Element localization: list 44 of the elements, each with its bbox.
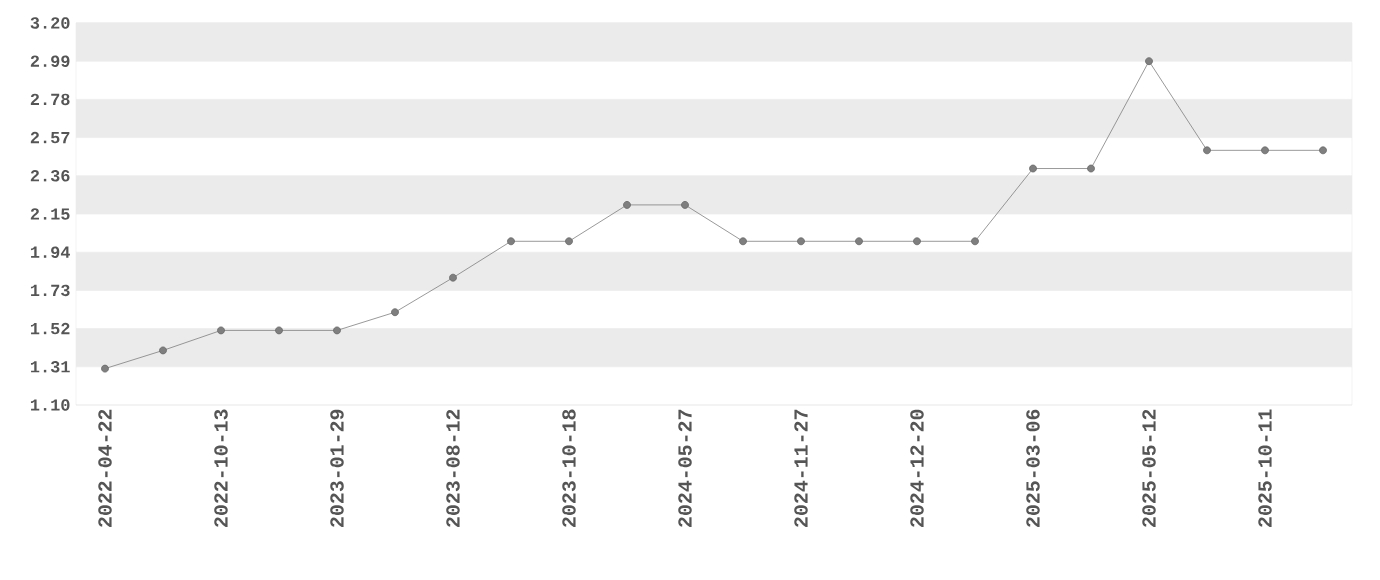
x-tick-label: 2024-12-20 xyxy=(910,409,924,527)
y-tick-label: 3.20 xyxy=(30,17,70,29)
point xyxy=(217,326,225,335)
point xyxy=(971,237,979,246)
y-tick-label: 2.57 xyxy=(30,131,70,144)
y-tick-label: 2.15 xyxy=(30,208,70,220)
point xyxy=(681,201,689,209)
point xyxy=(739,237,747,246)
x-tick-label: 2023-01-29 xyxy=(330,409,344,527)
y-tick-label: 1.52 xyxy=(30,322,70,335)
point xyxy=(565,237,573,246)
x-tick-label: 2023-10-18 xyxy=(562,409,576,527)
point xyxy=(797,237,805,246)
x-tick-label: 2025-03-06 xyxy=(1026,409,1040,527)
y-tick-label: 2.99 xyxy=(30,55,70,67)
x-tick-label: 2022-04-22 xyxy=(98,409,112,527)
point xyxy=(1261,146,1269,155)
y-tick-label: 2.78 xyxy=(30,93,70,106)
x-tick-label: 2024-05-27 xyxy=(678,409,692,527)
x-tick-label: 2025-10-11 xyxy=(1258,409,1272,527)
point xyxy=(391,308,399,317)
point xyxy=(101,364,109,373)
y-tick-label: 2.36 xyxy=(30,170,70,182)
point xyxy=(1029,164,1037,173)
x-tick-label: 2025-05-12 xyxy=(1142,409,1156,527)
point xyxy=(507,237,515,246)
y-tick-label: 1.94 xyxy=(30,246,70,258)
point xyxy=(1145,57,1153,66)
point xyxy=(913,237,921,246)
x-tick-label: 2022-10-13 xyxy=(214,409,228,527)
y-tick-label: 1.31 xyxy=(30,361,70,373)
point xyxy=(275,326,283,335)
y-tick-label: 1.73 xyxy=(30,284,70,297)
point xyxy=(855,237,863,246)
y-tick-label: 1.10 xyxy=(30,399,70,411)
point xyxy=(449,273,457,282)
point xyxy=(1319,146,1327,155)
point xyxy=(1203,146,1211,155)
x-tick-label: 2023-08-12 xyxy=(446,409,460,527)
point xyxy=(333,326,341,335)
point xyxy=(159,346,167,355)
point xyxy=(1087,164,1095,173)
point xyxy=(623,201,631,209)
x-tick-label: 2024-11-27 xyxy=(794,409,808,527)
